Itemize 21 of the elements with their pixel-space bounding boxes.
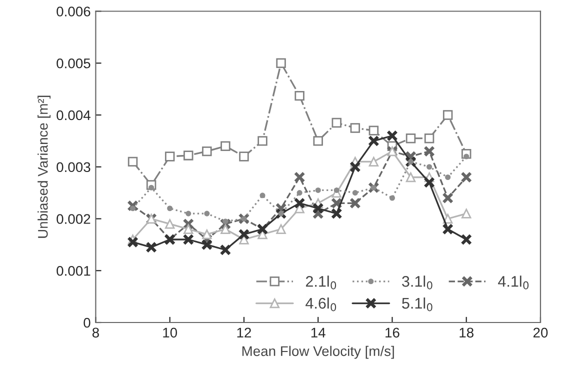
y-tick-label: 0.002: [56, 214, 90, 224]
x-tick-label: 8: [92, 328, 99, 338]
y-tick-label: 0: [84, 318, 90, 328]
legend-label: 4.1l$_{0}$: [498, 276, 529, 290]
x-tick-label: 14: [311, 328, 326, 338]
x-tick-label: 18: [460, 328, 474, 338]
x-tick-label: 12: [237, 328, 251, 338]
y-tick-label: 0.006: [56, 6, 90, 16]
x-axis-title: Mean Flow Velocity [m/s]: [242, 346, 394, 359]
legend-label: 4.6l$_{0}$: [306, 297, 336, 312]
legend-label: 2.1l$_{0}$: [306, 276, 336, 290]
x-tick-label: 20: [533, 328, 548, 338]
y-tick-label: 0.005: [56, 58, 90, 68]
legend-label: 3.1l$_{0}$: [402, 276, 432, 290]
y-tick-label: 0.004: [56, 110, 90, 120]
y-axis-title: Unbiased Variance [m²]: [38, 96, 51, 238]
legend-label: 5.1l$_{0}$: [402, 297, 432, 312]
y-tick-label: 0.001: [56, 266, 90, 276]
x-tick-label: 10: [163, 328, 178, 338]
y-tick-label: 0.003: [56, 162, 90, 172]
x-tick-label: 16: [386, 328, 400, 338]
